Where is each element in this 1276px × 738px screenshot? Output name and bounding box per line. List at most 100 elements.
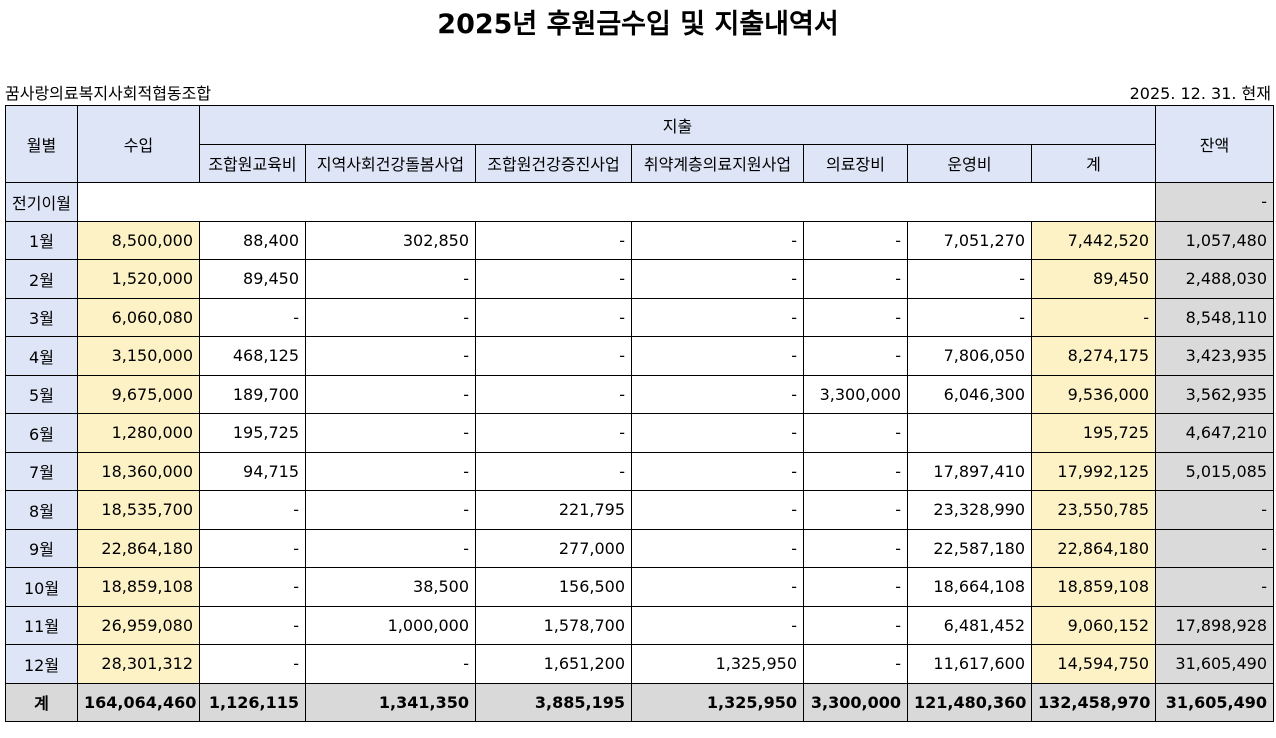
value-cell: 1,341,350 (305, 682, 476, 722)
value-cell: 38,500 (305, 567, 476, 607)
value-cell: 195,725 (199, 413, 306, 453)
month-cell: 10월 (5, 567, 78, 607)
header-cell: 조합원교육비 (199, 143, 306, 183)
value-cell: - (803, 567, 908, 607)
value-cell: 7,442,520 (1030, 220, 1157, 260)
value-cell: - (305, 336, 476, 376)
value-cell: - (199, 567, 306, 607)
value-cell: 189,700 (199, 374, 306, 414)
value-cell: - (199, 605, 306, 645)
value-cell: 6,046,300 (907, 374, 1032, 414)
value-cell: - (199, 528, 306, 568)
value-cell: - (631, 220, 804, 260)
header-cell: 계 (1030, 143, 1157, 183)
value-cell: 302,850 (305, 220, 476, 260)
month-row: 7월 18,360,000 94,715- - - -17,897,410 17,992,1… (5, 451, 1275, 491)
value-cell: - (631, 259, 804, 299)
month-row: 3월 6,060,080- - - - - - -8,548,110 (5, 297, 1275, 337)
value-cell: 468,125 (199, 336, 306, 376)
value-cell: 22,864,180 (1030, 528, 1157, 568)
value-cell: 1,280,000 (77, 413, 200, 453)
month-row: 10월 18,859,108-38,500 156,500- -18,664,108 1… (5, 567, 1275, 607)
header-cell: 운영비 (907, 143, 1032, 183)
value-cell: 1,000,000 (305, 605, 476, 645)
month-row: 8월 18,535,700- -221,795- -23,328,990 23,550,… (5, 490, 1275, 530)
value-cell: - (1030, 297, 1157, 337)
value-cell: 9,536,000 (1030, 374, 1157, 414)
header-row: 조합원교육비 지역사회건강돌봄사업 조합원건강증진사업 취약계층의료지원사업 의료장비 운… (6, 143, 1274, 183)
month-cell: 전기이월 (5, 182, 78, 222)
value-cell: - (631, 490, 804, 530)
month-cell: 3월 (5, 297, 78, 337)
header-cell: 조합원건강증진사업 (475, 143, 632, 183)
value-cell: - (305, 413, 476, 453)
month-row: 12월 28,301,312- -1,651,200 1,325,950-11,617… (5, 644, 1275, 684)
value-cell: - (475, 336, 632, 376)
value-cell: 18,859,108 (77, 567, 200, 607)
value-cell: 18,535,700 (77, 490, 200, 530)
month-row: 1월 8,500,000 88,400 302,850- - -7,051,270 7,44… (5, 220, 1275, 260)
value-cell: 31,605,490 (1155, 644, 1275, 684)
value-cell: - (631, 336, 804, 376)
month-row: 9월 22,864,180- -277,000- -22,587,180 22,864,… (5, 528, 1275, 568)
header-row: 월별 수입 지출 잔액 (5, 105, 1275, 183)
value-cell: - (803, 220, 908, 260)
value-cell: 8,274,175 (1030, 336, 1157, 376)
month-cell: 2월 (5, 259, 78, 299)
value-cell: - (803, 528, 908, 568)
month-row: 5월 9,675,000 189,700- - -3,300,000 6,046,300 9… (5, 374, 1275, 414)
header-cell: 잔액 (1155, 105, 1275, 183)
month-row: 11월 26,959,080-1,000,000 1,578,700- -6,481,… (5, 605, 1275, 645)
value-cell: 195,725 (1030, 413, 1157, 453)
value-cell: 6,481,452 (907, 605, 1032, 645)
value-cell: - (1155, 528, 1275, 568)
value-cell: 18,360,000 (77, 451, 200, 491)
value-cell: - (907, 259, 1032, 299)
value-cell: - (803, 490, 908, 530)
value-cell: - (631, 567, 804, 607)
value-cell: 89,450 (199, 259, 306, 299)
value-cell: - (305, 451, 476, 491)
month-cell: 11월 (5, 605, 78, 645)
value-cell: 17,898,928 (1155, 605, 1275, 645)
value-cell: - (475, 451, 632, 491)
organization: 꿈사랑의료복지사회적협동조합 (5, 84, 212, 103)
value-cell: 94,715 (199, 451, 306, 491)
value-cell: - (475, 259, 632, 299)
header-cell: 수입 (77, 105, 200, 183)
value-cell: - (803, 644, 908, 684)
header-cell: 지출 (198, 105, 1157, 145)
value-cell: 9,060,152 (1030, 605, 1157, 645)
value-cell: 7,051,270 (907, 220, 1032, 260)
value-cell: - (475, 413, 632, 453)
value-cell: - (475, 220, 632, 260)
value-cell: - (475, 374, 632, 414)
value-cell: - (803, 336, 908, 376)
value-cell: 3,150,000 (77, 336, 200, 376)
month-cell: 5월 (5, 374, 78, 414)
value-cell: - (803, 413, 908, 453)
value-cell: 221,795 (475, 490, 632, 530)
ledger-table: 월별 수입 지출 잔액 조합원교육비 지역사회건강돌봄사업 조합원건강증진사업 취약계… (5, 105, 1275, 722)
value-cell: 31,605,490 (1155, 682, 1275, 722)
value-cell: 121,480,360 (907, 682, 1032, 722)
value-cell: 3,300,000 (803, 682, 908, 722)
value-cell: - (803, 259, 908, 299)
value-cell: 18,664,108 (907, 567, 1032, 607)
value-cell: 5,015,085 (1155, 451, 1275, 491)
value-cell: - (803, 605, 908, 645)
value-cell: 3,885,195 (475, 682, 632, 722)
value-cell: 22,864,180 (77, 528, 200, 568)
value-cell (907, 413, 1032, 453)
month-cell: 7월 (5, 451, 78, 491)
month-cell: 6월 (5, 413, 78, 453)
value-cell: 17,992,125 (1030, 451, 1157, 491)
table-body: 전기이월 -1월 8,500,000 88,400 302,850- - -7,051,27… (5, 182, 1275, 722)
value-cell: 2,488,030 (1155, 259, 1275, 299)
value-cell: - (475, 297, 632, 337)
value-cell: 1,325,950 (631, 682, 804, 722)
month-cell: 9월 (5, 528, 78, 568)
value-cell: 6,060,080 (77, 297, 200, 337)
